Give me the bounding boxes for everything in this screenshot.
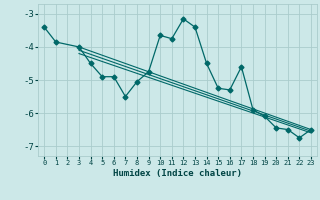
X-axis label: Humidex (Indice chaleur): Humidex (Indice chaleur): [113, 169, 242, 178]
